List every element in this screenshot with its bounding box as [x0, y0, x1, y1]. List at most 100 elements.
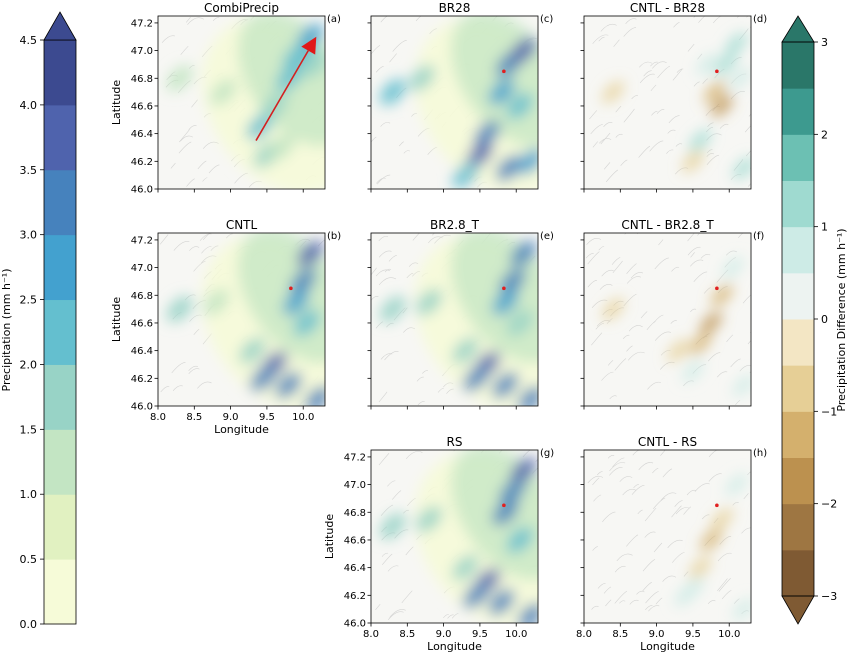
terrain-streak	[443, 614, 449, 619]
terrain-streak	[609, 462, 626, 472]
panel-tag: (h)	[753, 448, 767, 459]
terrain-streak	[387, 565, 399, 572]
terrain-streak	[427, 146, 438, 155]
y-tick-label: 47.2	[131, 18, 153, 29]
terrain-streak	[611, 257, 621, 265]
precipitation-colorbar-band	[44, 364, 76, 430]
panel-c: BR28 (c)	[367, 1, 553, 193]
terrain-streak	[750, 123, 751, 125]
x-axis-label: Longitude	[214, 423, 269, 436]
difference-cell	[711, 95, 733, 117]
terrain-streak	[632, 450, 643, 456]
terrain-streak	[649, 140, 664, 152]
terrain-streak	[652, 61, 667, 69]
terrain-streak	[601, 269, 614, 277]
precipitation-colorbar-band	[44, 234, 76, 301]
y-tick-label: 46.4	[131, 346, 153, 357]
difference-colorbar-extend-bottom-arrow	[781, 595, 815, 625]
terrain-streak	[645, 605, 653, 611]
terrain-streak	[188, 368, 200, 374]
terrain-streak	[537, 77, 538, 78]
terrain-streak	[619, 600, 626, 604]
terrain-streak	[384, 351, 399, 361]
terrain-streak	[658, 239, 664, 246]
terrain-streak	[609, 467, 623, 476]
terrain-streak	[749, 371, 751, 374]
difference-cell	[732, 157, 751, 180]
location-marker	[715, 286, 719, 291]
terrain-streak	[592, 477, 600, 486]
terrain-streak	[613, 39, 620, 47]
x-tick-label: 10.0	[292, 412, 314, 423]
terrain-streak	[186, 178, 195, 187]
terrain-streak	[747, 340, 751, 345]
difference-cell	[696, 53, 719, 76]
precipitation-colorbar: 0.0 0.5 1.0 1.5 2.0 2.5 3.0 3.5 4.0 4.5 Precipita…	[0, 11, 77, 631]
panel-d: CNTL - BR28 (d)	[580, 1, 767, 193]
terrain-streak	[671, 505, 682, 518]
terrain-streak	[603, 122, 613, 127]
y-tick-label: 46.6	[344, 535, 366, 546]
terrain-streak	[417, 401, 425, 406]
terrain-streak	[626, 263, 637, 275]
terrain-streak	[653, 314, 664, 324]
difference-colorbar-ticks: −3 −2 −1 0 1 2 3	[814, 36, 837, 603]
terrain-streak	[388, 255, 397, 262]
difference-colorbar-band	[782, 226, 814, 274]
terrain-streak	[601, 371, 614, 381]
terrain-streak	[654, 257, 669, 270]
terrain-streak	[622, 334, 630, 340]
terrain-streak	[626, 345, 633, 352]
terrain-streak	[170, 162, 176, 169]
difference-colorbar-band	[782, 88, 814, 135]
precipitation-cell	[416, 506, 443, 533]
terrain-streak	[639, 73, 655, 84]
location-marker	[715, 503, 719, 508]
y-tick-label: 46.4	[131, 129, 153, 140]
terrain-streak	[590, 124, 603, 135]
y-tick-label: 47.0	[344, 480, 366, 491]
panel-frame	[583, 449, 752, 624]
terrain-streak	[161, 35, 176, 43]
y-tick-label: 47.2	[131, 235, 153, 246]
terrain-streak	[741, 527, 751, 534]
precipitation-cell	[293, 309, 320, 336]
precipitation-cell	[379, 513, 406, 540]
terrain-streak	[387, 611, 404, 620]
x-tick-label: 9.0	[223, 412, 239, 423]
precipitation-cell	[210, 79, 237, 106]
terrain-streak	[615, 133, 623, 138]
terrain-streak	[202, 141, 219, 149]
precipitation-colorbar-band	[44, 104, 76, 171]
terrain-streak	[587, 280, 597, 288]
panel-c-map	[371, 16, 538, 189]
panel-e: BR2.8_T (e)	[367, 218, 554, 410]
terrain-streak	[619, 476, 633, 482]
terrain-streak	[392, 490, 402, 500]
terrain-streak	[189, 246, 200, 251]
y-tick-label: 46.2	[131, 374, 153, 385]
terrain-streak	[591, 299, 608, 309]
y-axis-label: Latitude	[323, 514, 336, 560]
precipitation-cell	[510, 37, 537, 64]
terrain-streak	[375, 321, 384, 329]
precipitation-cell	[499, 478, 526, 505]
terrain-streak	[645, 591, 659, 604]
y-tick-label: 46.0	[131, 402, 153, 413]
panel-title: CNTL - BR28	[630, 1, 705, 15]
precipitation-colorbar-extend-arrow	[43, 11, 77, 41]
x-tick-label: 9.0	[436, 629, 452, 640]
x-tick-label: 10.0	[718, 629, 740, 640]
terrain-streak	[600, 132, 611, 145]
terrain-streak	[378, 236, 389, 242]
difference-cell	[689, 332, 711, 355]
difference-cell	[689, 556, 711, 579]
terrain-streak	[605, 599, 612, 607]
panel-h: CNTL - RS (h) 8.0 8.5 9.0 9.5 10.0 Longitude	[576, 435, 767, 653]
terrain-streak	[160, 386, 170, 393]
terrain-streak	[605, 169, 619, 183]
panel-a: CombiPrecip (a) 46.0 46.2 46.4 46.6 46.8 47.0 47…	[110, 1, 341, 196]
difference-colorbar-band	[782, 134, 814, 181]
terrain-streak	[171, 361, 186, 374]
panel-frame	[583, 15, 752, 190]
